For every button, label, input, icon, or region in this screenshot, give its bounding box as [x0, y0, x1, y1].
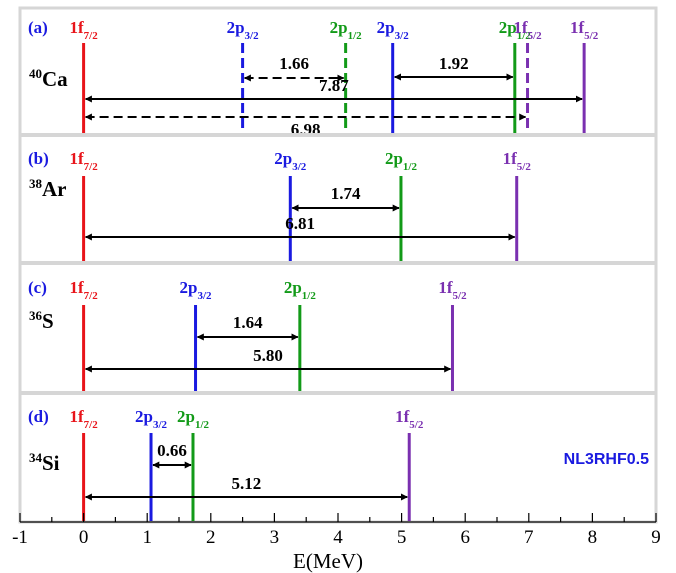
- nucleus-label: 38Ar: [29, 176, 67, 201]
- level-label: 1f7/2: [69, 149, 98, 173]
- x-tick-label: 7: [524, 527, 534, 548]
- panel-tag: (a): [28, 18, 48, 37]
- x-tick-label: 8: [588, 527, 598, 548]
- level-label: 1f7/2: [69, 407, 98, 431]
- panel-tag: (b): [28, 149, 49, 168]
- gap-label: 1.66: [279, 54, 309, 73]
- gap-label: 5.12: [232, 474, 262, 493]
- level-label: 1f7/2: [69, 18, 98, 42]
- x-tick-label: 4: [333, 527, 343, 548]
- level-label: 1f5/2: [570, 18, 599, 42]
- level-label: 2p3/2: [274, 149, 307, 173]
- level-label: 2p1/2: [499, 18, 532, 42]
- nucleus-label: 34Si: [29, 450, 60, 475]
- x-tick-label: 6: [460, 527, 470, 548]
- x-tick-label: 2: [206, 527, 216, 548]
- level-label: 2p1/2: [385, 149, 418, 173]
- nucleus-label: 36S: [29, 308, 54, 333]
- panel-si: (d) 34Si 1f7/2 2p3/2 2p1/2 1f5/2 0.66 5.12: [20, 391, 656, 521]
- level-label: 2p1/2: [330, 18, 363, 42]
- level-label: 1f5/2: [438, 278, 467, 302]
- level-label: 2p1/2: [177, 407, 210, 431]
- x-tick-label: 1: [142, 527, 152, 548]
- gap-label: 1.92: [439, 54, 469, 73]
- x-tick-label: -1: [12, 527, 28, 548]
- level-label: 2p3/2: [377, 18, 410, 42]
- level-label: 1f5/2: [503, 149, 532, 173]
- x-tick-label: 0: [79, 527, 89, 548]
- model-annotation: NL3RHF0.5: [564, 451, 649, 468]
- x-tick-label: 5: [397, 527, 407, 548]
- nucleus-label: 40Ca: [29, 66, 68, 91]
- level-label: 2p1/2: [284, 278, 317, 302]
- level-label: 2p3/2: [227, 18, 260, 42]
- gap-label: 5.80: [253, 346, 283, 365]
- level-label: 2p3/2: [180, 278, 213, 302]
- panel-s: (c) 36S 1f7/2 2p3/2 2p1/2 1f5/2 1.64 5.80: [20, 261, 656, 392]
- gap-label: 0.66: [157, 441, 187, 460]
- level-label: 1f5/2: [513, 18, 542, 42]
- panel-tag: (c): [28, 278, 47, 297]
- gap-label: 7.87: [319, 76, 349, 95]
- panel-tag: (d): [28, 407, 49, 426]
- level-label: 2p3/2: [135, 407, 168, 431]
- x-axis: -1 0 1 2 3 4 5 6 7 8 9: [12, 513, 661, 548]
- x-tick-label: 3: [270, 527, 280, 548]
- gap-label: 6.81: [285, 214, 315, 233]
- level-label: 1f7/2: [69, 278, 98, 302]
- level-label: 1f5/2: [395, 407, 424, 431]
- gap-label: 1.64: [233, 313, 263, 332]
- gap-label: 1.74: [331, 184, 361, 203]
- x-axis-label: E(MeV): [293, 549, 363, 573]
- x-tick-label: 9: [651, 527, 661, 548]
